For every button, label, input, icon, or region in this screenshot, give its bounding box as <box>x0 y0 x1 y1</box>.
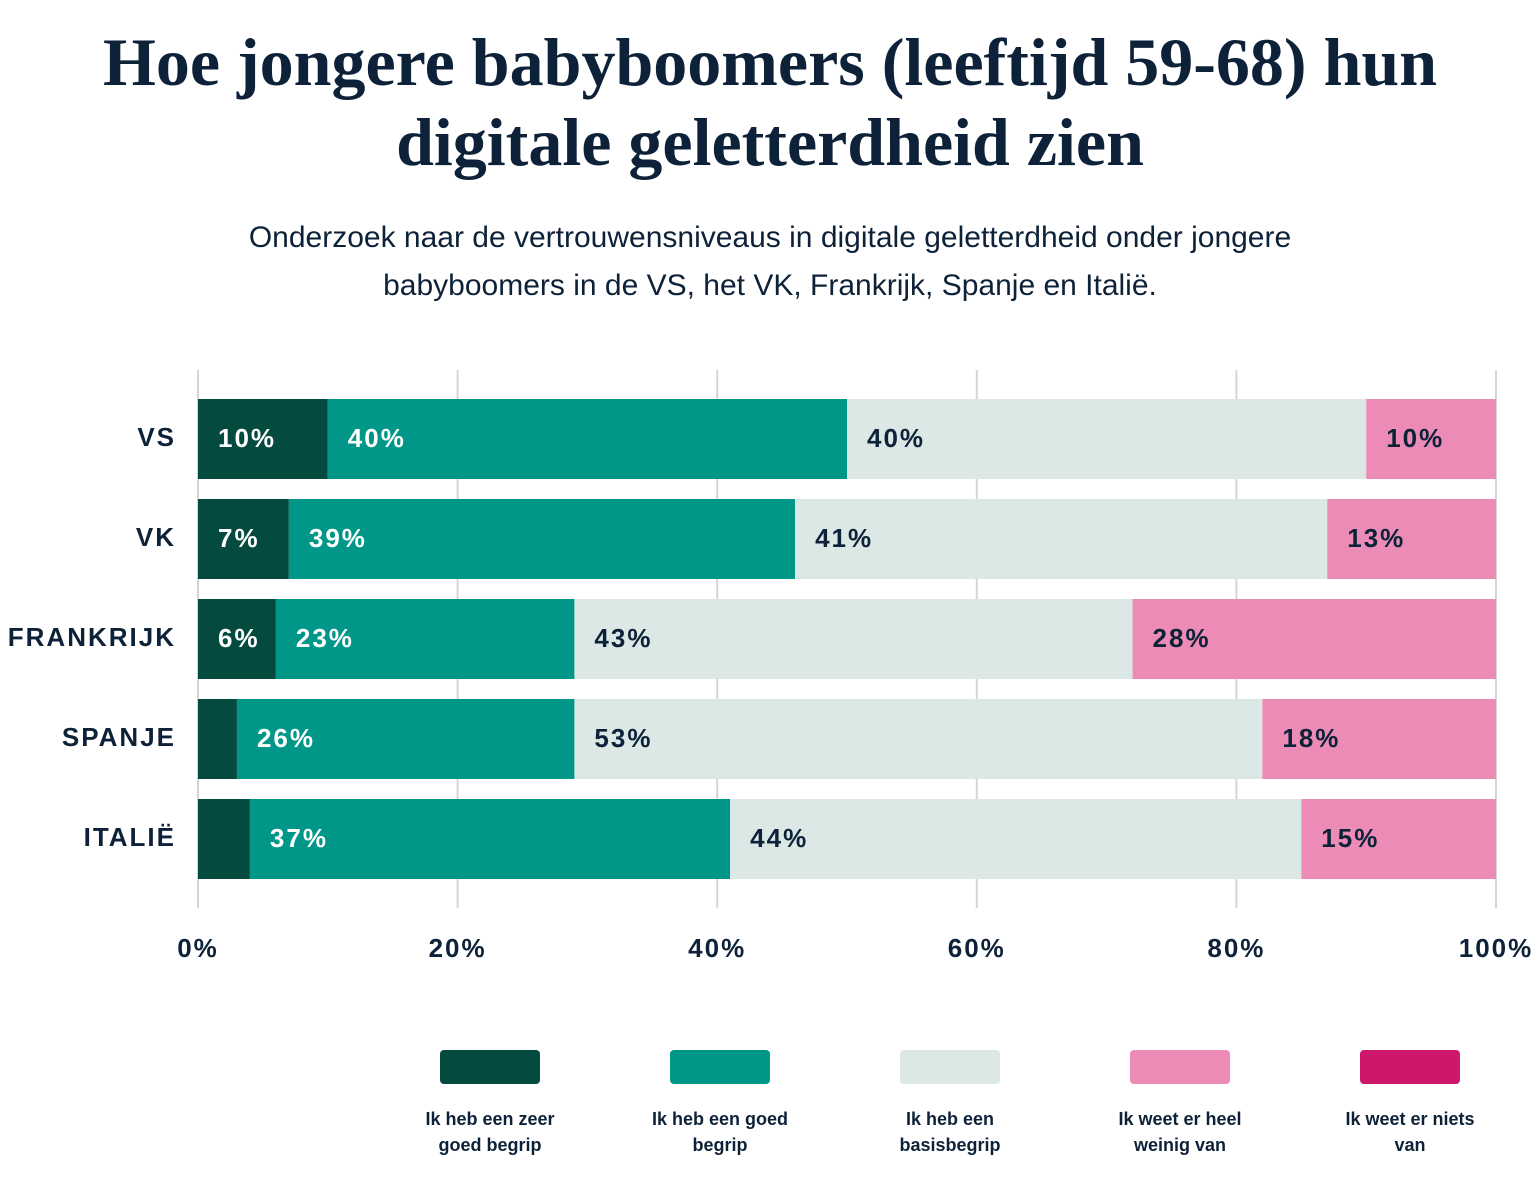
legend-label: Ik heb een zeer goed begrip <box>425 1109 555 1155</box>
value-label: 28% <box>1153 623 1211 653</box>
legend-item: Ik weet er heel weinig van <box>1080 1050 1280 1158</box>
legend-swatch <box>900 1050 1000 1084</box>
value-label: 23% <box>296 623 354 653</box>
value-label: 6% <box>218 623 260 653</box>
chart-title: Hoe jongere babyboomers (leeftijd 59-68)… <box>102 24 1438 180</box>
bar-segment <box>574 599 1133 679</box>
legend-label: Ik weet er heel weinig van <box>1118 1109 1242 1155</box>
value-label: 39% <box>309 523 367 553</box>
bar-segment <box>198 799 250 879</box>
value-label: 18% <box>1282 723 1340 753</box>
bar-segment <box>574 699 1263 779</box>
value-label: 37% <box>270 823 328 853</box>
bar-segment <box>288 499 796 579</box>
legend-swatch <box>1360 1050 1460 1084</box>
bar-segment <box>1327 499 1496 579</box>
value-label: 40% <box>867 423 925 453</box>
legend-item: Ik heb een goed begrip <box>620 1050 820 1158</box>
value-label: 43% <box>594 623 652 653</box>
y-tick-label: ITALIË <box>84 822 176 852</box>
bar-segment <box>249 799 731 879</box>
x-tick-label: 100% <box>1459 933 1534 963</box>
value-label: 41% <box>815 523 873 553</box>
bar-segment <box>198 599 276 679</box>
x-tick-label: 80% <box>1207 933 1265 963</box>
bar-segment <box>730 799 1302 879</box>
x-tick-label: 60% <box>948 933 1006 963</box>
legend-item: Ik weet er niets van <box>1310 1050 1510 1158</box>
legend-item: Ik heb een zeer goed begrip <box>390 1050 590 1158</box>
value-label: 44% <box>750 823 808 853</box>
chart: 0% 20% 40% 60% 80% 100% VS 10% 40% 40% 10% VK 7% 39% 4… <box>8 370 1534 963</box>
value-label: 26% <box>257 723 315 753</box>
bar-segment <box>198 499 289 579</box>
bar-segment <box>327 399 847 479</box>
x-tick-label: 0% <box>177 933 219 963</box>
y-tick-label: VK <box>136 522 176 552</box>
legend-item: Ik heb een basisbegrip <box>850 1050 1050 1158</box>
value-label: 7% <box>218 523 260 553</box>
value-label: 40% <box>348 423 406 453</box>
legend-label: Ik weet er niets van <box>1345 1109 1475 1155</box>
value-label: 10% <box>1386 423 1444 453</box>
bar-segment <box>1366 399 1496 479</box>
bar-segment <box>275 599 575 679</box>
legend-swatch <box>440 1050 540 1084</box>
x-tick-label: 40% <box>688 933 746 963</box>
legend-swatch <box>670 1050 770 1084</box>
chart-subtitle: Onderzoek naar de vertrouwensniveaus in … <box>248 221 1292 302</box>
bar-segment <box>236 699 575 779</box>
legend-label: Ik heb een goed begrip <box>651 1109 789 1155</box>
value-label: 53% <box>594 723 652 753</box>
value-label: 10% <box>218 423 276 453</box>
x-tick-label: 20% <box>429 933 487 963</box>
legend-label: Ik heb een basisbegrip <box>899 1109 1001 1155</box>
y-tick-label: SPANJE <box>62 722 176 752</box>
bar-segment <box>847 399 1367 479</box>
bar-segment <box>795 499 1328 579</box>
value-label: 13% <box>1347 523 1405 553</box>
y-tick-label: VS <box>137 422 176 452</box>
bar-segment <box>1262 699 1496 779</box>
bar-segment <box>1132 599 1496 679</box>
bar-segment <box>198 399 328 479</box>
value-label: 15% <box>1321 823 1379 853</box>
legend-swatch <box>1130 1050 1230 1084</box>
bar-segment <box>1301 799 1496 879</box>
y-tick-label: FRANKRIJK <box>8 622 176 652</box>
bar-segment <box>198 699 237 779</box>
